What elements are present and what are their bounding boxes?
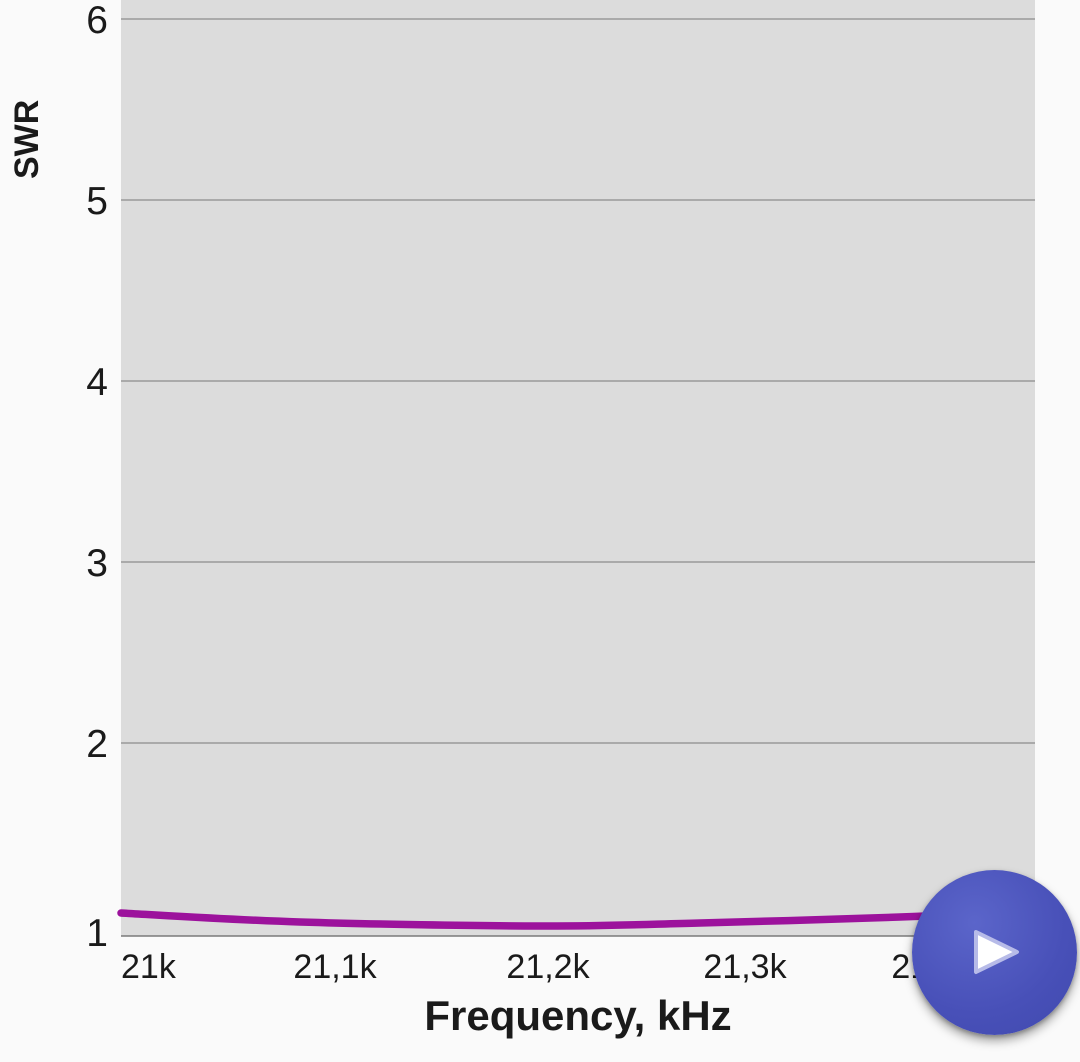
svg-text:1: 1 [86, 912, 108, 955]
svg-text:21,1k: 21,1k [293, 948, 377, 986]
svg-text:21k: 21k [121, 948, 177, 986]
svg-text:4: 4 [86, 361, 108, 404]
svg-text:SWR: SWR [8, 100, 46, 179]
svg-text:2: 2 [86, 723, 108, 766]
svg-text:3: 3 [86, 542, 108, 585]
svg-text:5: 5 [86, 180, 108, 223]
svg-text:21,2k: 21,2k [506, 948, 590, 986]
svg-text:21,3k: 21,3k [703, 948, 787, 986]
svg-text:Frequency, kHz: Frequency, kHz [424, 992, 731, 1039]
svg-text:6: 6 [86, 0, 108, 42]
